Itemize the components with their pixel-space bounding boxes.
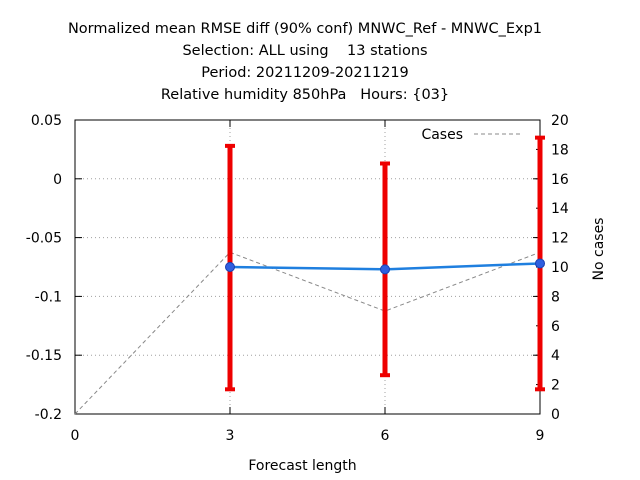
y2-tick-label: 2: [551, 378, 560, 394]
y2-tick-label: 18: [551, 142, 569, 158]
y2-tick-label: 14: [551, 201, 569, 217]
chart-title: Normalized mean RMSE diff (90% conf) MNW…: [0, 18, 610, 106]
cases-line: [74, 251, 541, 415]
y2-axis-label: No cases: [591, 218, 607, 281]
title-line-1: Normalized mean RMSE diff (90% conf) MNW…: [67, 21, 543, 37]
y-tick-label: -0.15: [26, 348, 62, 364]
y2-tick-label: 10: [551, 260, 569, 276]
y2-tick-label: 16: [551, 172, 569, 188]
title-line-4: Relative humidity 850hPa Hours: {03}: [160, 87, 450, 103]
y2-tick-label: 20: [551, 113, 569, 129]
series-point: [225, 262, 235, 272]
title-line-3: Period: 20211209-20211219: [201, 65, 409, 81]
x-tick-label: 6: [381, 428, 390, 444]
y2-tick-label: 8: [551, 289, 560, 305]
x-tick-label: 9: [536, 428, 545, 444]
y-tick-label: -0.1: [35, 289, 62, 305]
series-point: [380, 264, 390, 275]
y2-tick-label: 12: [551, 231, 569, 247]
series-point: [535, 258, 545, 269]
y-tick-label: -0.05: [26, 231, 62, 247]
title-line-2: Selection: ALL using 13 stations: [182, 43, 428, 59]
x-tick-label: 0: [71, 428, 80, 444]
y-tick-label: 0: [53, 172, 62, 188]
x-tick-label: 3: [226, 428, 235, 444]
y-tick-label: -0.2: [35, 407, 62, 423]
y2-tick-label: 0: [551, 407, 560, 423]
x-axis-label: Forecast length: [248, 458, 356, 474]
legend-label-cases: Cases: [421, 127, 463, 143]
y-tick-label: 0.05: [31, 113, 62, 129]
y2-tick-label: 6: [551, 319, 560, 335]
y2-tick-label: 4: [551, 348, 560, 364]
